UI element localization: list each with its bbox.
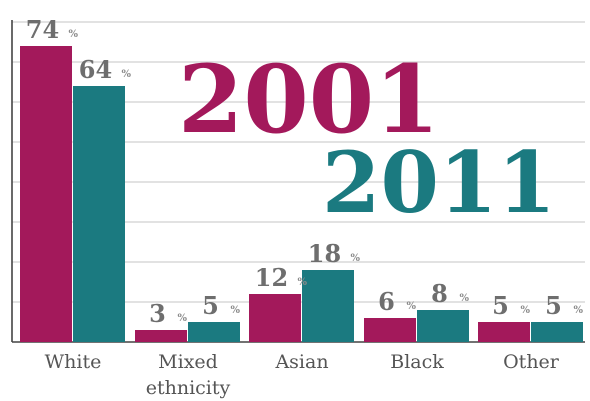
value-labels: 74 %64 %3% 5 %12 %18 %6% 8% 5% 5% (26, 15, 584, 328)
percent-sign: % (351, 253, 361, 264)
value-label: 5 (492, 291, 509, 320)
value-label: 8 (431, 279, 448, 308)
value-label: 18 (308, 239, 341, 268)
bar-2001-white (20, 46, 72, 342)
bar-2011-white (73, 86, 125, 342)
percent-sign: % (122, 69, 132, 80)
year-label-2001: 2001 (178, 45, 440, 155)
percent-sign: % (231, 305, 241, 316)
category-label: White (45, 351, 102, 373)
percent-sign: % (460, 293, 470, 304)
bar-2001-black (364, 318, 416, 342)
category-label: Other (503, 351, 560, 373)
value-label: 64 (79, 55, 112, 84)
percent-sign: % (521, 305, 531, 316)
bar-2001-mixed-ethnicity (135, 330, 187, 342)
bar-2011-black (417, 310, 469, 342)
percent-sign: % (298, 277, 308, 288)
value-label: 5 (545, 291, 562, 320)
series-year-labels: 2001 2011 (178, 45, 556, 232)
value-label: 12 (255, 263, 288, 292)
year-label-2011: 2011 (322, 133, 556, 232)
percent-sign: % (69, 29, 79, 40)
bar-2011-asian (302, 270, 354, 342)
bar-2011-mixed-ethnicity (188, 322, 240, 342)
value-label: 74 (26, 15, 59, 44)
percent-sign: % (178, 313, 188, 324)
percent-sign: % (407, 301, 417, 312)
category-label: Asian (274, 351, 328, 373)
category-label: Black (390, 351, 444, 373)
bars (20, 46, 583, 342)
bar-2001-other (478, 322, 530, 342)
bar-2011-other (531, 322, 583, 342)
value-label: 5 (202, 291, 219, 320)
value-label: 6 (378, 287, 395, 316)
category-labels: White Mixed ethnicity Asian Black Other (45, 351, 560, 399)
percent-sign: % (574, 305, 584, 316)
bar-2001-asian (249, 294, 301, 342)
category-label: Mixed ethnicity (146, 351, 231, 399)
value-label: 3 (149, 299, 166, 328)
